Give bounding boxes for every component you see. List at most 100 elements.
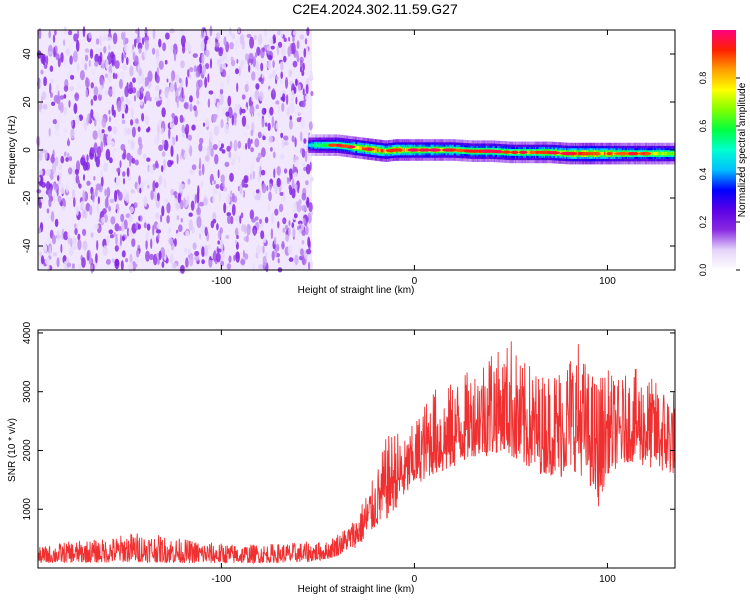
noise-speckle bbox=[179, 83, 182, 93]
noise-speckle bbox=[212, 193, 215, 204]
noise-speckle bbox=[250, 138, 253, 144]
noise-speckle bbox=[161, 205, 165, 217]
noise-speckle bbox=[287, 244, 293, 256]
noise-speckle bbox=[170, 145, 174, 157]
signal-band-cell bbox=[373, 148, 376, 152]
noise-speckle bbox=[193, 65, 197, 73]
snr-line-series bbox=[37, 341, 676, 565]
noise-speckle bbox=[293, 213, 298, 219]
noise-speckle bbox=[154, 96, 160, 102]
noise-speckle bbox=[286, 106, 291, 115]
noise-speckle bbox=[96, 117, 102, 128]
noise-speckle bbox=[199, 79, 203, 88]
noise-speckle bbox=[113, 232, 116, 237]
noise-speckle bbox=[188, 74, 192, 79]
noise-speckle bbox=[231, 114, 234, 126]
noise-speckle bbox=[139, 143, 143, 150]
noise-speckle bbox=[100, 132, 103, 142]
noise-speckle bbox=[75, 39, 80, 52]
noise-speckle bbox=[269, 106, 274, 116]
noise-speckle bbox=[115, 233, 118, 246]
noise-speckle bbox=[191, 124, 196, 131]
noise-speckle bbox=[153, 253, 158, 266]
noise-speckle bbox=[233, 112, 237, 119]
y-tick-label: 0 bbox=[22, 147, 33, 153]
noise-speckle bbox=[228, 151, 232, 159]
noise-speckle bbox=[285, 234, 289, 242]
noise-speckle bbox=[84, 54, 89, 62]
noise-speckle bbox=[264, 216, 269, 224]
noise-speckle bbox=[158, 38, 162, 48]
signal-band-cell bbox=[403, 148, 406, 152]
noise-speckle bbox=[260, 169, 266, 176]
signal-band-cell bbox=[312, 143, 315, 147]
noise-speckle bbox=[71, 237, 77, 245]
noise-speckle bbox=[154, 135, 159, 145]
noise-speckle bbox=[255, 104, 260, 110]
noise-speckle bbox=[132, 51, 136, 61]
noise-speckle bbox=[204, 118, 210, 128]
noise-speckle bbox=[269, 179, 274, 184]
noise-speckle bbox=[89, 205, 93, 216]
noise-speckle bbox=[232, 153, 238, 161]
noise-speckle bbox=[255, 83, 260, 90]
noise-speckle bbox=[235, 68, 239, 75]
noise-speckle bbox=[53, 194, 56, 204]
noise-speckle bbox=[38, 27, 42, 40]
noise-speckle bbox=[237, 140, 242, 149]
noise-speckle bbox=[204, 226, 208, 237]
noise-speckle bbox=[300, 117, 305, 129]
noise-speckle bbox=[179, 28, 183, 37]
noise-speckle bbox=[270, 228, 274, 240]
noise-speckle bbox=[158, 60, 164, 70]
noise-speckle bbox=[250, 147, 255, 153]
noise-speckle bbox=[129, 232, 132, 243]
noise-speckle bbox=[202, 148, 208, 156]
noise-speckle bbox=[181, 184, 186, 189]
noise-speckle bbox=[249, 209, 255, 220]
noise-speckle bbox=[216, 248, 222, 253]
noise-speckle bbox=[301, 229, 306, 236]
noise-speckle bbox=[258, 77, 263, 82]
noise-speckle bbox=[129, 65, 134, 77]
noise-speckle bbox=[239, 106, 242, 116]
noise-speckle bbox=[163, 177, 166, 189]
noise-speckle bbox=[197, 185, 200, 196]
noise-speckle bbox=[53, 173, 58, 178]
noise-speckle bbox=[68, 247, 74, 256]
noise-speckle bbox=[301, 192, 307, 201]
noise-speckle bbox=[289, 115, 293, 121]
noise-speckle bbox=[280, 153, 285, 160]
signal-hotspot bbox=[480, 149, 494, 153]
signal-band-cell bbox=[603, 151, 606, 156]
noise-speckle bbox=[301, 239, 305, 245]
noise-speckle bbox=[292, 35, 295, 43]
noise-speckle bbox=[220, 119, 224, 129]
noise-speckle bbox=[267, 202, 271, 212]
noise-speckle bbox=[230, 215, 234, 225]
signal-band-cell bbox=[658, 151, 660, 156]
noise-speckle bbox=[104, 90, 109, 96]
signal-band-cell bbox=[653, 151, 656, 156]
noise-speckle bbox=[143, 196, 148, 207]
noise-speckle bbox=[162, 165, 167, 177]
x-tick-label: 100 bbox=[599, 574, 616, 585]
noise-speckle bbox=[224, 161, 230, 167]
noise-speckle bbox=[180, 35, 186, 47]
noise-speckle bbox=[38, 150, 43, 161]
noise-speckle bbox=[121, 52, 124, 64]
noise-speckle bbox=[52, 34, 56, 43]
noise-speckle bbox=[188, 66, 194, 73]
noise-speckle bbox=[121, 222, 125, 232]
spectrogram-panel: -100 0 100 -40 -20 0 20 40 Height of straight … bbox=[7, 25, 676, 296]
noise-speckle bbox=[77, 239, 82, 251]
noise-speckle bbox=[168, 237, 174, 245]
noise-speckle bbox=[251, 218, 256, 223]
noise-speckle bbox=[268, 191, 272, 202]
noise-speckle bbox=[259, 218, 262, 224]
signal-hotspot bbox=[367, 147, 372, 151]
noise-speckle bbox=[216, 223, 219, 231]
signal-band-cell bbox=[374, 148, 377, 152]
noise-speckle bbox=[55, 95, 61, 105]
